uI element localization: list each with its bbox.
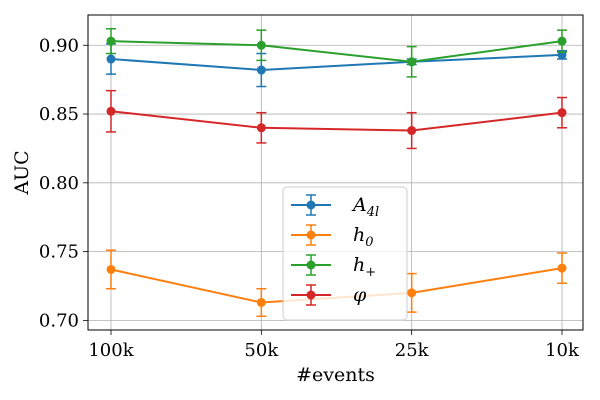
y-tick-label: 0.75	[39, 242, 79, 263]
legend-label: A4l	[351, 194, 379, 220]
data-point	[106, 106, 116, 116]
legend-marker	[306, 200, 316, 210]
axes: 100k 50k 25k 10k 0.70 0.75 0.80 0.85 0.90	[39, 35, 580, 361]
x-tick-label: 100k	[88, 340, 134, 361]
y-tick-label: 0.80	[39, 173, 79, 194]
legend-item: A4l	[291, 194, 379, 220]
series-2	[106, 28, 567, 78]
legend-box	[282, 186, 408, 321]
x-axis-label: #events	[296, 364, 375, 386]
legend-marker	[306, 260, 316, 270]
data-point	[256, 40, 266, 50]
data-point	[106, 264, 116, 274]
data-point	[106, 36, 116, 46]
x-tick-label: 50k	[244, 340, 279, 361]
legend-marker	[306, 290, 316, 300]
y-tick-label: 0.85	[39, 104, 79, 125]
x-tick-label: 25k	[395, 340, 430, 361]
data-point	[407, 126, 417, 136]
series-line	[110, 40, 563, 63]
y-tick-label: 0.70	[39, 310, 79, 331]
x-tick-label: 10k	[545, 340, 580, 361]
data-point	[407, 288, 417, 298]
legend-item: φ	[291, 284, 367, 306]
data-point	[256, 123, 266, 133]
plot-frame	[87, 14, 584, 331]
legend-item: h0	[291, 224, 374, 250]
data-point	[256, 297, 266, 307]
y-axis-label: AUC	[11, 150, 33, 195]
data-point	[106, 54, 116, 64]
series-3	[106, 89, 567, 150]
legend: A4l h0 h+ φ	[282, 186, 408, 321]
legend-label: φ	[353, 284, 367, 306]
series-line	[110, 110, 563, 132]
y-tick-label: 0.90	[39, 35, 79, 56]
data-point	[557, 263, 567, 273]
legend-item: h+	[291, 254, 376, 280]
legend-label: h+	[353, 254, 376, 280]
legend-marker	[306, 230, 316, 240]
series-line	[110, 53, 563, 72]
data-point	[557, 108, 567, 118]
data-point	[256, 65, 266, 75]
legend-label: h0	[353, 224, 374, 250]
data-point	[557, 36, 567, 46]
data-point	[407, 57, 417, 67]
